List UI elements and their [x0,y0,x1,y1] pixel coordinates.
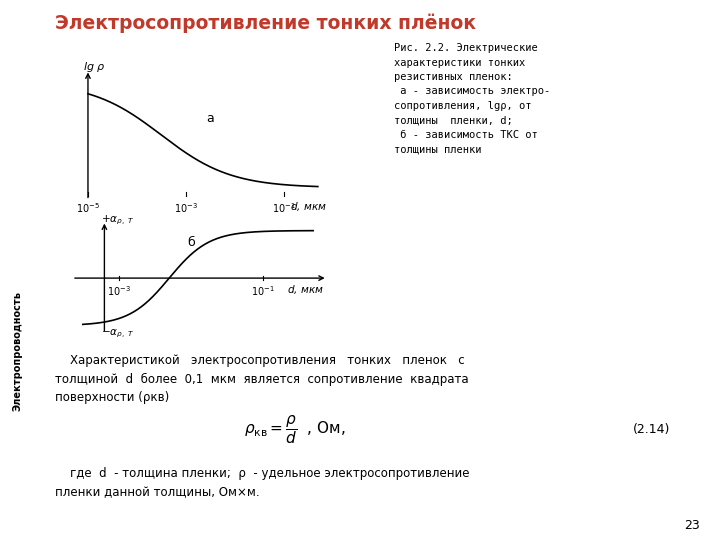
Text: $10^{-1}$: $10^{-1}$ [251,284,275,298]
Text: поверхности (ρкв): поверхности (ρкв) [55,392,169,404]
Text: $10^{-5}$: $10^{-5}$ [76,201,100,215]
Text: толщиной  d  более  0,1  мкм  является  сопротивление  квадрата: толщиной d более 0,1 мкм является сопрот… [55,373,469,386]
Text: $10^{-1}$: $10^{-1}$ [271,201,295,215]
Text: (2.14): (2.14) [633,423,670,436]
Text: Рис. 2.2. Электрические
характеристики тонких
резистивных пленок:
 а - зависимос: Рис. 2.2. Электрические характеристики т… [395,43,551,154]
Text: б: б [187,236,194,249]
Text: $10^{-3}$: $10^{-3}$ [107,284,131,298]
Text: $lg\ \rho$: $lg\ \rho$ [83,60,106,74]
Text: $-\alpha_{\rho,\ T}$: $-\alpha_{\rho,\ T}$ [101,328,134,340]
Text: а: а [207,112,214,125]
Text: 23: 23 [684,519,699,532]
Text: пленки данной толщины, Ом×м.: пленки данной толщины, Ом×м. [55,486,260,499]
Text: где  d  - толщина пленки;  ρ  - удельное электросопротивление: где d - толщина пленки; ρ - удельное эле… [55,467,469,480]
Text: $\rho_{\rm кв} = \dfrac{\rho}{d}$  , Ом,: $\rho_{\rm кв} = \dfrac{\rho}{d}$ , Ом, [244,413,346,446]
Text: $10^{-3}$: $10^{-3}$ [174,201,198,215]
Text: $d$, мкм: $d$, мкм [290,200,327,213]
Text: $+\alpha_{\rho,\ T}$: $+\alpha_{\rho,\ T}$ [101,213,134,227]
Text: Характеристикой   электросопротивления   тонких   пленок   с: Характеристикой электросопротивления тон… [55,354,464,367]
Text: $d$, мкм: $d$, мкм [287,283,324,296]
Text: Электросопротивление тонких плёнок: Электросопротивление тонких плёнок [55,14,476,33]
Text: Электропроводность: Электропроводность [12,291,22,411]
